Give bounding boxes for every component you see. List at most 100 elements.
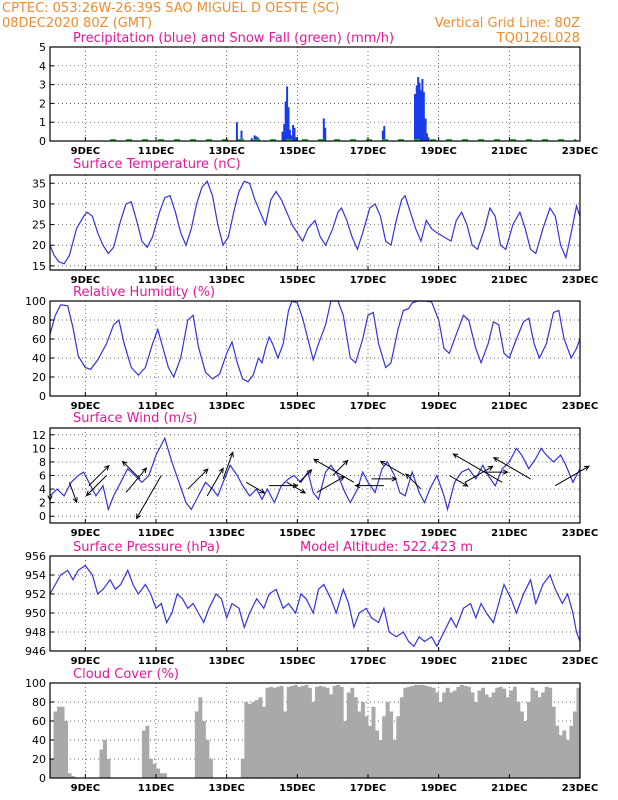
wind-ytick-label: 12 <box>32 429 46 442</box>
cloud-bar <box>64 721 69 778</box>
cloud-bar <box>141 730 146 778</box>
cloud-bar <box>481 687 485 778</box>
pressure-frame <box>49 555 581 652</box>
wind-xtick-label: 15DEC <box>279 528 315 539</box>
humidity-plot-area <box>50 301 580 396</box>
temperature-xtick-label: 21DEC <box>491 275 527 286</box>
cloud-bar <box>346 692 351 778</box>
cloud-bar <box>488 697 493 778</box>
wind-arrow-head <box>492 457 499 463</box>
wind-arrow-head <box>72 497 78 504</box>
cloud-bar <box>456 686 461 778</box>
cloud-xtick-label: 11DEC <box>138 783 174 794</box>
temperature-ytick-label: 30 <box>32 198 46 211</box>
wind-arrow-shaft <box>453 453 503 483</box>
cloud-bar <box>421 684 425 778</box>
cloud-bar <box>435 692 440 778</box>
cloud-bar <box>495 687 500 778</box>
cloud-bar <box>572 711 577 778</box>
cloud-bar <box>392 740 397 778</box>
temperature-xtick-label: 11DEC <box>138 275 174 286</box>
precipitation-plot-area <box>50 47 580 141</box>
header-model-code: TQ0126L028 <box>496 31 580 46</box>
wind-series-line <box>49 436 581 512</box>
wind-arrow-head <box>103 464 110 471</box>
temperature-xtick-label: 17DEC <box>350 275 386 286</box>
cloud-bar <box>527 702 531 778</box>
cloud-bar <box>244 702 249 778</box>
pressure-xtick-label: 13DEC <box>208 656 244 667</box>
cloud-bar <box>512 686 517 778</box>
cloud-bar <box>240 759 245 778</box>
cloud-ytick-label: 0 <box>39 772 46 785</box>
wind-arrow-head <box>202 468 209 474</box>
wind-xtick-label: 9DEC <box>71 528 100 539</box>
cloud-bar <box>516 702 521 778</box>
precipitation-ytick-label: 0 <box>39 135 46 148</box>
cloud-bar <box>534 690 538 778</box>
cloud-bar <box>251 702 256 778</box>
humidity-xtick-label: 17DEC <box>350 401 386 412</box>
cloud-bar <box>565 740 570 778</box>
wind-arrow-head <box>218 467 224 474</box>
cloud-bar <box>474 702 478 778</box>
temperature-ytick-label: 20 <box>32 239 46 252</box>
cloud-bar <box>509 690 514 778</box>
cloud-bar <box>413 684 418 778</box>
cloud-bar <box>569 725 574 778</box>
precip-bar <box>426 133 429 141</box>
precip-bar <box>294 137 297 141</box>
cloud-bar <box>152 763 157 778</box>
cloud-bar <box>53 711 58 778</box>
wind-ytick-label: 10 <box>32 442 46 455</box>
wind-ytick-label: 4 <box>39 483 46 496</box>
pressure-panel: 946 948 950 952 954 956 9DEC 11DEC 13DEC 15DEC 17D… <box>25 550 598 667</box>
humidity-xtick-label: 11DEC <box>138 401 174 412</box>
cloud-ytick-label: 40 <box>32 734 46 747</box>
wind-arrow-shaft <box>122 461 141 480</box>
wind-xtick-label: 11DEC <box>138 528 174 539</box>
cloud-xtick-label: 17DEC <box>350 783 386 794</box>
pressure-ytick-label: 952 <box>25 588 46 601</box>
pressure-xtick-label: 15DEC <box>279 656 315 667</box>
humidity-xtick-label: 23DEC <box>562 401 598 412</box>
cloud-bar <box>300 685 305 778</box>
pressure-ytick-label: 954 <box>25 569 46 582</box>
cloud-bar <box>431 687 436 778</box>
cloud-xtick-label: 19DEC <box>420 783 456 794</box>
wind-arrow-head <box>379 460 386 466</box>
cloud-frame <box>49 682 581 779</box>
precip-bar <box>324 127 327 141</box>
cloud-bar <box>445 687 450 778</box>
cloud-bar <box>60 706 65 778</box>
precip-bar <box>235 122 238 141</box>
precip-bar <box>288 129 291 141</box>
cloud-bar <box>463 685 468 778</box>
pressure-xtick-label: 19DEC <box>420 656 456 667</box>
humidity-xtick-label: 21DEC <box>491 401 527 412</box>
wind-arrow-shaft <box>464 465 493 483</box>
cloud-bar <box>148 759 153 778</box>
wind-ytick-label: 8 <box>39 456 46 469</box>
wind-arrow-head <box>502 469 509 475</box>
temperature-series-line <box>49 180 581 265</box>
pressure-series-line <box>49 564 581 648</box>
cloud-bar <box>269 686 273 778</box>
humidity-title: Relative Humidity (%) <box>73 285 215 300</box>
cloud-bar <box>322 686 326 778</box>
cloud-bar <box>297 686 302 778</box>
cloud-bar <box>406 686 411 778</box>
wind-xtick-label: 21DEC <box>491 528 527 539</box>
precip-bar <box>383 125 386 141</box>
cloud-bar <box>103 740 107 778</box>
cloud-bar <box>106 759 111 778</box>
cloud-bar <box>145 725 150 778</box>
temperature-panel: 15 20 25 30 35 9DEC 11DEC 13DEC 15DEC 17DEC 19DEC 2… <box>32 174 598 286</box>
pressure-xtick-label: 23DEC <box>562 656 598 667</box>
cloud-bar <box>336 684 341 778</box>
humidity-series-line <box>49 300 581 383</box>
wind-arrow-shaft <box>449 475 468 487</box>
precip-bar <box>421 78 424 141</box>
temperature-title: Surface Temperature (nC) <box>73 157 241 172</box>
cloud-bar <box>198 697 203 778</box>
